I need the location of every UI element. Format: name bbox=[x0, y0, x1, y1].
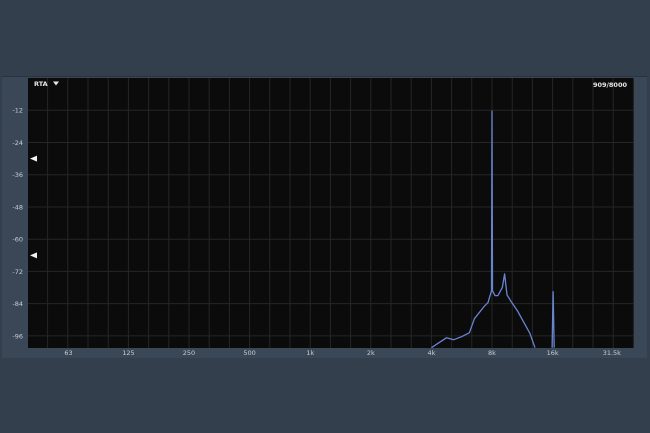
caret-down-icon[interactable] bbox=[53, 81, 59, 86]
x-tick-label: 125 bbox=[122, 349, 134, 357]
y-tick-label: -72 bbox=[12, 268, 23, 276]
spectrum-traces bbox=[431, 110, 555, 348]
rta-chart: -12 -24 -36 -48 -60 -72 -84 -96 63 125 250 500 1k 2k… bbox=[2, 77, 634, 358]
x-tick-label: 250 bbox=[183, 349, 195, 357]
rta-panel: -12 -24 -36 -48 -60 -72 -84 -96 63 125 250 500 1k 2k… bbox=[2, 76, 647, 358]
x-tick-label: 500 bbox=[243, 349, 255, 357]
x-tick-label: 1k bbox=[306, 349, 314, 357]
x-tick-label: 16k bbox=[547, 349, 559, 357]
y-tick-label: -24 bbox=[12, 139, 23, 147]
x-axis-ticks: 63 125 250 500 1k 2k 4k 8k 16k 31.5k bbox=[64, 349, 621, 357]
level-markers bbox=[30, 155, 37, 259]
y-tick-label: -60 bbox=[12, 236, 23, 244]
grid bbox=[28, 78, 634, 348]
y-tick-label: -48 bbox=[12, 203, 23, 211]
lower-level-handle[interactable] bbox=[30, 252, 37, 259]
x-tick-label: 63 bbox=[64, 349, 72, 357]
y-axis-ticks: -12 -24 -36 -48 -60 -72 -84 -96 bbox=[12, 107, 23, 341]
y-tick-label: -36 bbox=[12, 171, 23, 179]
spectrum-line bbox=[431, 110, 536, 348]
plot-area bbox=[28, 78, 634, 348]
spectrum-line bbox=[551, 290, 555, 348]
x-tick-label: 2k bbox=[367, 349, 375, 357]
upper-level-handle[interactable] bbox=[30, 155, 37, 162]
x-tick-label: 4k bbox=[427, 349, 435, 357]
x-tick-label: 31.5k bbox=[603, 349, 621, 357]
y-tick-label: -12 bbox=[12, 107, 23, 115]
y-tick-label: -84 bbox=[12, 300, 23, 308]
y-tick-label: -96 bbox=[12, 332, 23, 340]
mode-label[interactable]: RTA bbox=[34, 80, 48, 88]
x-tick-label: 8k bbox=[488, 349, 496, 357]
y-axis-strip bbox=[2, 77, 27, 358]
readout: 909/8000 bbox=[593, 81, 628, 89]
